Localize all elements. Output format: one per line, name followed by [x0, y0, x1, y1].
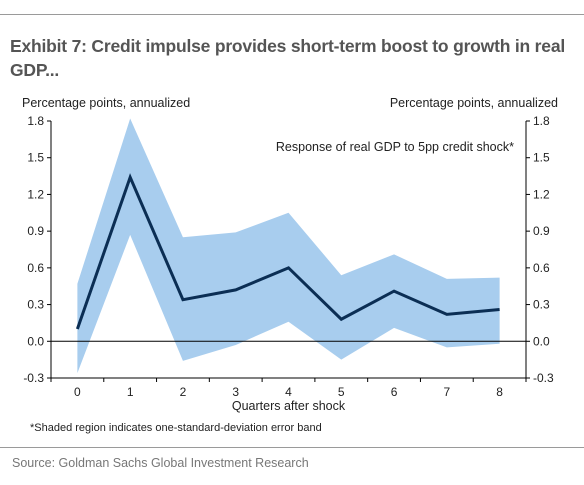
- top-rule: [0, 14, 584, 15]
- series-line-layer: [75, 173, 500, 330]
- y-tick-label-left: 0.3: [27, 298, 44, 312]
- x-axis-label: Quarters after shock: [232, 399, 346, 413]
- x-tick-label: 2: [180, 385, 187, 399]
- error-band: [77, 118, 500, 374]
- x-tick-label: 1: [127, 385, 134, 399]
- y-tick-label-right: 0.3: [533, 298, 550, 312]
- y-tick-label-right: 0.0: [533, 334, 550, 348]
- x-tick-label: 7: [443, 385, 450, 399]
- chart-title: Exhibit 7: Credit impulse provides short…: [10, 36, 566, 80]
- y-tick-label-right: 0.9: [533, 224, 550, 238]
- y-tick-label-right: 1.2: [533, 187, 550, 201]
- chart-text-layer: -0.3 -0.3 0.0 0.0 0.3 0.3 0.6 0.6 0.9 0.9 1.2 1.2 1.…: [23, 114, 554, 434]
- axes-layer: [47, 120, 530, 382]
- y-tick-label-left: 0.9: [27, 224, 44, 238]
- series-line: [75, 173, 500, 330]
- x-tick-label: 3: [232, 385, 239, 399]
- y-tick-label-right: 1.5: [533, 151, 550, 165]
- x-tick-label: 8: [496, 385, 503, 399]
- x-tick-label: 6: [391, 385, 398, 399]
- x-tick-label: 5: [338, 385, 345, 399]
- y-tick-label-left: 1.8: [27, 114, 44, 128]
- y-tick-label-right: 1.8: [533, 114, 550, 128]
- x-tick-label: 4: [285, 385, 292, 399]
- chart-annotation: Response of real GDP to 5pp credit shock…: [276, 140, 514, 154]
- y-tick-label-left: 0.6: [27, 261, 44, 275]
- y-unit-label-right: Percentage points, annualized: [389, 96, 558, 110]
- x-tick-label: 0: [74, 385, 81, 399]
- y-tick-label-left: -0.3: [23, 371, 44, 385]
- y-tick-label-left: 1.2: [27, 187, 44, 201]
- y-tick-label-right: -0.3: [533, 371, 554, 385]
- y-tick-label-left: 0.0: [27, 334, 44, 348]
- y-tick-label-left: 1.5: [27, 151, 44, 165]
- chart-footnote: *Shaded region indicates one-standard-de…: [30, 422, 322, 434]
- error-band-layer: [77, 118, 500, 374]
- source-note: Source: Goldman Sachs Global Investment …: [12, 456, 309, 470]
- y-unit-label-left: Percentage points, annualized: [22, 96, 191, 110]
- bottom-rule: [0, 447, 584, 448]
- y-tick-label-right: 0.6: [533, 261, 550, 275]
